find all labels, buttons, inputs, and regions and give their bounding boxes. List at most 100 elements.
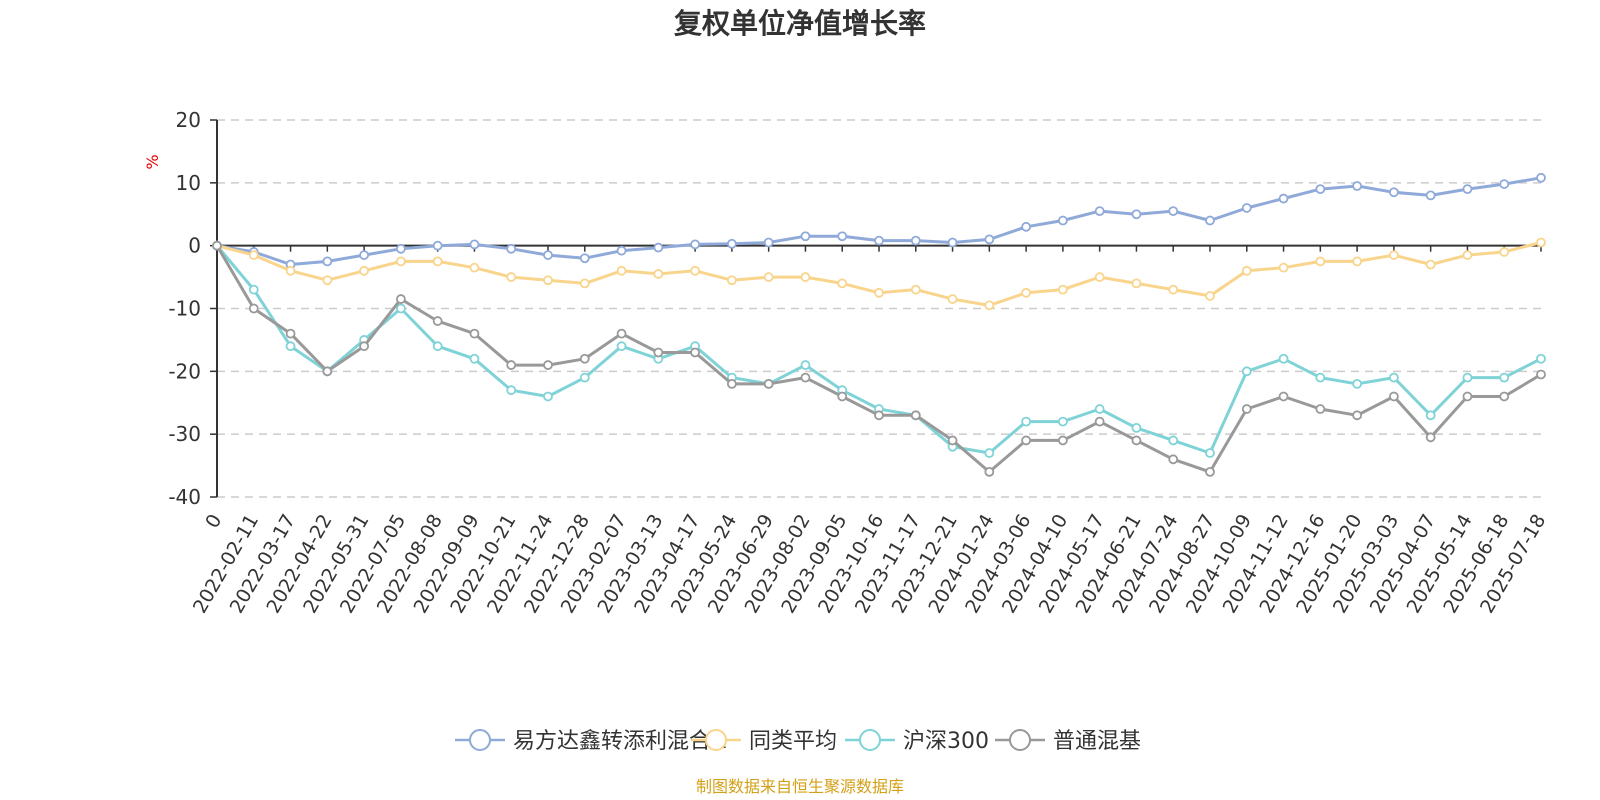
data-point [874, 235, 884, 246]
data-point [1315, 256, 1326, 267]
data-point [800, 372, 811, 383]
data-point [1388, 187, 1399, 198]
data-point [874, 287, 884, 298]
legend-item-2[interactable]: 同类平均 [691, 729, 837, 754]
data-point [800, 272, 811, 282]
data-point [543, 360, 553, 370]
legend-item-3[interactable]: 沪深300 [845, 729, 989, 754]
chart-title: 复权单位净值增长率 [674, 7, 926, 40]
data-point [1205, 215, 1215, 226]
data-point [1168, 454, 1179, 465]
data-point [248, 250, 259, 260]
data-point [1241, 404, 1252, 414]
data-point [212, 240, 222, 251]
data-point [395, 303, 406, 314]
data-point [910, 410, 921, 421]
data-point [1278, 391, 1289, 402]
y-tick-label: 10 [176, 171, 201, 195]
data-point [395, 256, 406, 267]
data-point [285, 328, 296, 339]
source-note: 制图数据来自恒生聚源数据库 [696, 777, 904, 796]
x-tick-label: 0 [201, 511, 226, 532]
data-point [322, 366, 333, 377]
legend-item-1[interactable]: 易方达鑫转添利混合A [455, 729, 726, 754]
series-line-3 [215, 244, 1542, 455]
data-point [1499, 372, 1510, 383]
legend-label: 同类平均 [749, 729, 837, 754]
data-point [1352, 256, 1363, 267]
data-point [726, 238, 737, 249]
data-point [653, 269, 664, 279]
data-point [1021, 221, 1032, 232]
data-point [837, 391, 848, 402]
data-point [506, 272, 517, 282]
y-tick-label: 20 [176, 108, 201, 132]
data-point [1131, 278, 1142, 289]
data-point [1352, 410, 1363, 421]
data-point [690, 265, 701, 276]
data-point [1536, 353, 1546, 364]
data-point [359, 265, 370, 276]
data-point [1057, 284, 1068, 295]
data-point [432, 240, 443, 251]
data-point [1168, 435, 1179, 446]
y-tick-label: -20 [168, 359, 201, 383]
data-point [1021, 416, 1032, 427]
y-axis-unit: % [143, 154, 162, 169]
data-point [1499, 179, 1510, 189]
data-point [1094, 272, 1105, 282]
data-point [1462, 372, 1473, 383]
data-point [690, 239, 701, 250]
series-line-4 [215, 244, 1542, 474]
legend-label: 易方达鑫转添利混合A [513, 729, 726, 754]
data-point [616, 245, 627, 256]
series-group [212, 172, 1546, 477]
legend[interactable]: 易方达鑫转添利混合A 同类平均 沪深300 普通混基 [455, 729, 1141, 754]
data-point [1315, 372, 1326, 383]
legend-marker [469, 729, 491, 751]
data-point [1536, 172, 1546, 183]
data-point [579, 353, 590, 364]
data-point [1536, 369, 1546, 380]
data-point [1278, 262, 1289, 273]
data-point [1278, 193, 1289, 204]
data-point [322, 256, 333, 267]
data-point [1057, 416, 1068, 427]
data-point [874, 410, 884, 421]
data-point [800, 360, 811, 370]
data-point [763, 272, 774, 282]
legend-label: 普通混基 [1053, 729, 1141, 754]
grid [217, 119, 1541, 498]
data-point [1462, 184, 1473, 195]
data-point [1315, 184, 1326, 195]
data-point [1094, 416, 1105, 427]
data-point [1168, 206, 1179, 217]
data-point [395, 294, 406, 304]
data-point [469, 353, 480, 364]
data-point [984, 448, 995, 458]
data-point [763, 378, 774, 389]
data-point [947, 294, 958, 304]
data-point [543, 391, 553, 402]
data-point [1388, 391, 1399, 402]
legend-item-4[interactable]: 普通混基 [995, 729, 1141, 754]
data-point [1057, 215, 1068, 226]
data-point [432, 341, 443, 352]
data-point [1057, 435, 1068, 446]
data-point [616, 265, 627, 276]
data-point [1021, 435, 1032, 446]
data-point [1205, 466, 1215, 477]
data-point [1021, 287, 1032, 298]
data-point [984, 300, 995, 311]
data-point [1131, 435, 1142, 446]
data-point [800, 231, 811, 242]
data-point [1315, 404, 1326, 414]
data-point [543, 250, 553, 260]
data-point [947, 237, 958, 248]
y-tick-label: -40 [168, 485, 201, 509]
data-point [432, 256, 443, 267]
data-point [579, 278, 590, 289]
y-tick-label: -30 [168, 422, 201, 446]
data-point [285, 341, 296, 352]
data-point [984, 234, 995, 245]
